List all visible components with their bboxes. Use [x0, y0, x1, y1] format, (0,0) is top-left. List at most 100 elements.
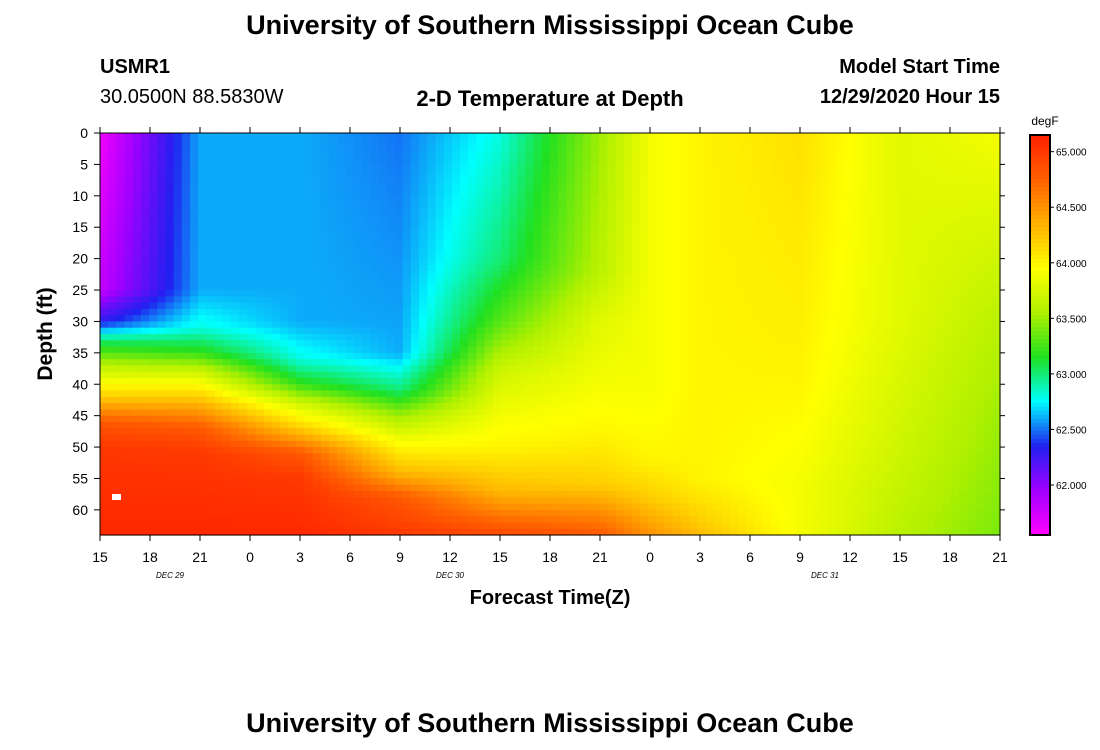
heatmap-cell: [198, 170, 207, 178]
heatmap-cell: [353, 359, 363, 367]
heatmap-cell: [140, 252, 150, 260]
heatmap-cell: [402, 214, 412, 222]
heatmap-cell: [885, 321, 895, 329]
heatmap-cell: [590, 139, 600, 147]
heatmap-cell: [190, 321, 199, 329]
heatmap-cell: [852, 252, 862, 260]
heatmap-cell: [934, 371, 944, 379]
heatmap-cell: [664, 308, 674, 316]
heatmap-cell: [108, 365, 117, 373]
heatmap-cell: [198, 164, 207, 172]
heatmap-cell: [697, 202, 707, 209]
heatmap-cell: [860, 183, 870, 191]
heatmap-cell: [599, 403, 608, 410]
heatmap-cell: [116, 233, 126, 241]
heatmap-cell: [959, 371, 968, 379]
heatmap-cell: [271, 258, 281, 266]
heatmap-cell: [214, 220, 224, 228]
heatmap-cell: [435, 340, 445, 348]
heatmap-cell: [206, 151, 216, 159]
heatmap-cell: [746, 133, 756, 140]
heatmap-cell: [378, 327, 387, 335]
heatmap-cell: [779, 208, 788, 216]
heatmap-cell: [165, 170, 175, 178]
heatmap-cell: [263, 403, 273, 410]
heatmap-cell: [468, 183, 477, 191]
heatmap-cell: [124, 252, 134, 260]
heatmap-cell: [959, 277, 968, 285]
heatmap-cell: [860, 264, 870, 272]
heatmap-cell: [247, 302, 257, 310]
heatmap-cell: [574, 252, 584, 260]
heatmap-cell: [656, 133, 666, 140]
heatmap-cell: [680, 371, 690, 379]
heatmap-cell: [754, 315, 764, 323]
heatmap-cell: [852, 403, 862, 410]
heatmap-cell: [558, 277, 567, 285]
heatmap-cell: [222, 409, 232, 417]
heatmap-cell: [100, 258, 109, 266]
heatmap-cell: [288, 352, 297, 360]
heatmap-cell: [263, 271, 273, 279]
heatmap-cell: [247, 264, 257, 272]
heatmap-cell: [926, 377, 936, 385]
heatmap-cell: [410, 321, 420, 329]
heatmap-cell: [836, 227, 846, 235]
heatmap-cell: [468, 315, 477, 323]
heatmap-cell: [386, 271, 396, 279]
heatmap-cell: [255, 352, 265, 360]
heatmap-cell: [214, 170, 224, 178]
heatmap-cell: [574, 133, 584, 140]
heatmap-cell: [738, 233, 747, 241]
heatmap-cell: [787, 220, 797, 228]
heatmap-cell: [239, 151, 248, 159]
heatmap-cell: [754, 202, 764, 209]
heatmap-cell: [623, 352, 633, 360]
heatmap-cell: [623, 239, 633, 247]
heatmap-cell: [754, 151, 764, 159]
heatmap-cell: [525, 176, 535, 184]
heatmap-cell: [214, 183, 224, 191]
heatmap-cell: [844, 302, 854, 310]
heatmap-cell: [910, 334, 919, 341]
heatmap-cell: [100, 296, 109, 304]
heatmap-cell: [680, 352, 690, 360]
heatmap-cell: [787, 365, 797, 373]
heatmap-cell: [656, 277, 666, 285]
heatmap-cell: [451, 208, 461, 216]
heatmap-cell: [410, 164, 420, 172]
heatmap-cell: [124, 371, 134, 379]
heatmap-cell: [541, 403, 551, 410]
heatmap-cell: [402, 359, 412, 367]
heatmap-cell: [820, 227, 829, 235]
heatmap-cell: [410, 277, 420, 285]
heatmap-cell: [779, 164, 788, 172]
heatmap-cell: [140, 139, 150, 147]
heatmap-cell: [991, 384, 1001, 392]
heatmap-cell: [811, 365, 821, 373]
heatmap-cell: [541, 327, 551, 335]
heatmap-cell: [378, 352, 387, 360]
heatmap-cell: [190, 202, 199, 209]
heatmap-cell: [427, 346, 437, 354]
heatmap-cell: [918, 277, 927, 285]
heatmap-cell: [590, 390, 600, 398]
heatmap-cell: [869, 334, 878, 341]
heatmap-cell: [230, 315, 240, 323]
heatmap-cell: [410, 227, 420, 235]
heatmap-cell: [361, 359, 371, 367]
heatmap-cell: [779, 258, 788, 266]
heatmap-cell: [222, 227, 232, 235]
heatmap-cell: [795, 214, 805, 222]
heatmap-cell: [132, 352, 142, 360]
heatmap-cell: [460, 403, 469, 410]
heatmap-cell: [623, 164, 633, 172]
heatmap-cell: [280, 290, 289, 297]
heatmap-cell: [370, 415, 379, 423]
heatmap-cell: [844, 195, 854, 203]
heatmap-cell: [877, 346, 887, 354]
heatmap-cell: [288, 277, 297, 285]
heatmap-cell: [345, 227, 355, 235]
heatmap-cell: [623, 390, 633, 398]
heatmap-cell: [828, 158, 837, 166]
